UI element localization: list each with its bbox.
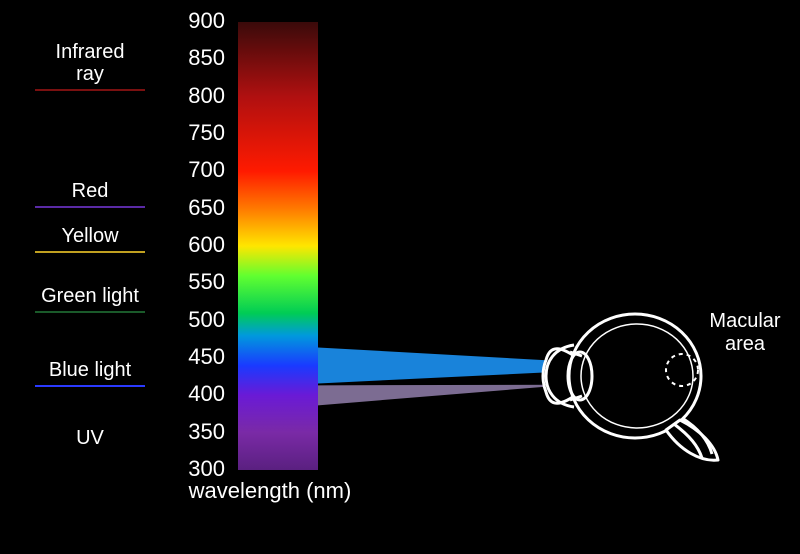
- rule-yellow: [35, 251, 145, 253]
- axis-label: wavelength (nm): [140, 478, 400, 504]
- light-rays: [318, 0, 800, 554]
- label-blue: Blue light: [20, 359, 160, 387]
- rule-infrared: [35, 89, 145, 91]
- label-yellow: Yellow: [20, 225, 160, 253]
- tick-500: 500: [165, 307, 225, 333]
- rule-blue: [35, 385, 145, 387]
- tick-600: 600: [165, 232, 225, 258]
- rule-green: [35, 311, 145, 313]
- tick-750: 750: [165, 120, 225, 146]
- tick-900: 900: [165, 8, 225, 34]
- label-infrared: Infraredray: [20, 41, 160, 91]
- label-uv: UV: [20, 427, 160, 449]
- label-red: Red: [20, 180, 160, 208]
- tick-350: 350: [165, 419, 225, 445]
- tick-800: 800: [165, 83, 225, 109]
- tick-650: 650: [165, 195, 225, 221]
- spectrum-bar: [238, 22, 318, 470]
- tick-450: 450: [165, 344, 225, 370]
- label-green: Green light: [20, 285, 160, 313]
- tick-850: 850: [165, 45, 225, 71]
- tick-700: 700: [165, 157, 225, 183]
- macular-area-label: Maculararea: [695, 310, 795, 356]
- rule-red: [35, 206, 145, 208]
- tick-550: 550: [165, 269, 225, 295]
- tick-400: 400: [165, 381, 225, 407]
